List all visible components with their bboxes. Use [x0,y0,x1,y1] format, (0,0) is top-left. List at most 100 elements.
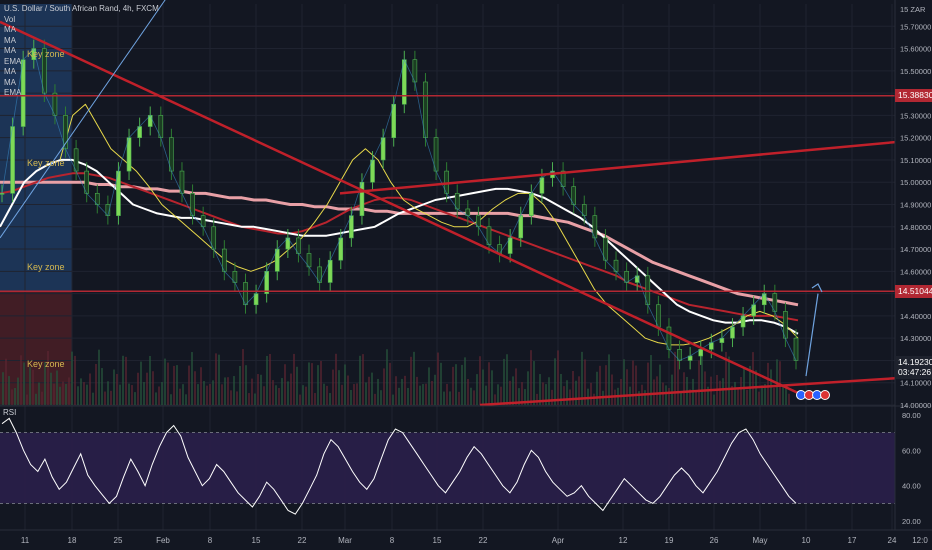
volume-bar [152,371,154,405]
price-tag-2: 14.19230 [895,355,932,369]
volume-bar [107,381,109,405]
legend-item-ma-6[interactable]: MA [4,77,16,87]
volume-bar [608,354,610,405]
volume-bar [35,393,37,405]
volume-bar [581,351,583,405]
volume-bar [737,388,739,405]
x-tick-label: 12:0 [912,536,928,545]
price-axis-unit: 15 ZAR [900,5,926,14]
volume-bar [197,384,199,405]
volume-bar [194,371,196,405]
volume-bar [89,373,91,405]
volume-bar [326,385,328,405]
volume-bar [71,351,73,405]
volume-bar [308,362,310,405]
volume-bar [671,374,673,405]
volume-bar [128,383,130,405]
y-tick-label: 15.60000 [900,45,931,54]
x-tick-label: 17 [848,536,857,545]
volume-bar [227,377,229,405]
y-tick-label: 14.30000 [900,334,931,343]
legend-item-ema-4[interactable]: EMA [4,56,22,66]
volume-bar [332,369,334,405]
volume-bar [764,384,766,405]
volume-bar [458,391,460,405]
volume-bar [119,384,121,405]
volume-bar [263,386,265,405]
volume-bar [323,383,325,405]
volume-bar [167,362,169,405]
volume-bar [635,365,637,405]
x-tick-label: May [752,536,767,545]
volume-bar [299,394,301,405]
x-tick-label: 22 [298,536,307,545]
x-tick-label: 22 [479,536,488,545]
volume-bar [230,390,232,405]
legend-item-ma-2[interactable]: MA [4,35,16,45]
volume-bar [722,378,724,405]
volume-bar [296,366,298,405]
volume-bar [650,355,652,405]
volume-bar [452,366,454,405]
volume-bar [386,349,388,405]
volume-bar [206,385,208,405]
volume-bar [278,388,280,405]
volume-bar [170,394,172,405]
volume-bar [134,392,136,405]
volume-bar [32,369,34,405]
volume-bar [491,370,493,405]
volume-bar [473,390,475,405]
volume-bar [548,377,550,405]
volume-bar [188,365,190,405]
price-tag-3: 03:47:26 [895,366,932,380]
volume-bar [416,376,418,405]
x-tick-label: 25 [114,536,123,545]
rsi-pane: RSI [0,405,932,515]
x-tick-label: 11 [21,536,30,545]
volume-bar [665,385,667,405]
legend-item-ma-3[interactable]: MA [4,46,16,55]
volume-layer [2,349,790,405]
volume-bar [212,380,214,405]
volume-bar [176,365,178,405]
volume-bar [314,393,316,405]
volume-bar [524,389,526,405]
volume-bar [497,384,499,405]
volume-bar [521,382,523,405]
x-tick-label: 19 [665,536,674,545]
volume-bar [779,361,781,405]
volume-bar [371,372,373,405]
volume-bar [245,365,247,405]
volume-bar [461,364,463,405]
x-tick-label: 18 [68,536,77,545]
price-series-layer [0,39,799,370]
rsi-line [1,417,797,515]
volume-bar [104,391,106,405]
volume-bar [302,385,304,405]
legend-item-ema-7[interactable]: EMA [4,88,22,97]
volume-bar [140,361,142,405]
volume-bar [698,360,700,405]
rsi-y-tick-label: 20.00 [902,517,921,526]
legend-item-ma-5[interactable]: MA [4,67,16,76]
volume-bar [743,367,745,405]
volume-bar [338,370,340,405]
legend-item-ma-1[interactable]: MA [4,25,16,34]
volume-bar [488,362,490,405]
volume-bar [569,389,571,405]
volume-bar [290,373,292,405]
legend-item-vol-0[interactable]: Vol [4,14,16,24]
volume-bar [56,370,58,405]
volume-bar [269,354,271,405]
key-zone-label: Key zone [27,49,65,59]
volume-bar [557,350,559,405]
volume-bar [677,359,679,405]
volume-bar [350,389,352,405]
volume-bar [647,362,649,405]
volume-bar [92,392,94,405]
price-close-line [1,47,797,361]
volume-bar [500,386,502,405]
volume-bar [272,380,274,405]
